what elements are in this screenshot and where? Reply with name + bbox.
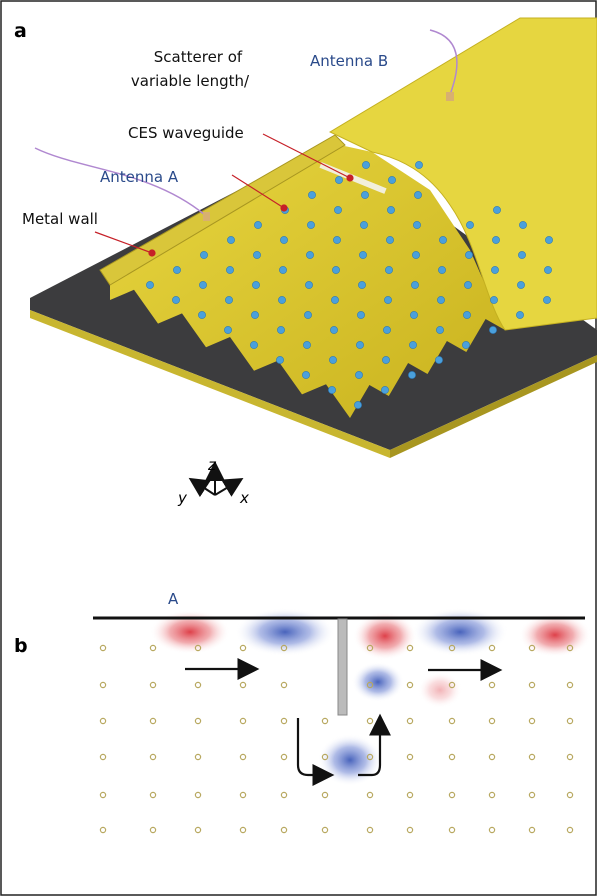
- scatterer-post: [250, 341, 257, 348]
- scatterer-post: [438, 266, 445, 273]
- scatterer-post: [306, 251, 313, 258]
- scatterer-post: [226, 266, 233, 273]
- scatterer-post: [333, 236, 340, 243]
- scatterer-post: [383, 326, 390, 333]
- annotation: variable length/: [131, 72, 250, 90]
- scatterer-post: [382, 356, 389, 363]
- scatterer-post: [358, 281, 365, 288]
- scatterer-post: [412, 251, 419, 258]
- axis-label: x: [239, 489, 249, 507]
- scatterer-post: [199, 281, 206, 288]
- scatterer-post: [276, 356, 283, 363]
- scatterer-post: [437, 296, 444, 303]
- scatterer-post: [544, 266, 551, 273]
- scatterer-post: [361, 191, 368, 198]
- scatterer-post: [253, 251, 260, 258]
- scatterer-post: [410, 311, 417, 318]
- scatterer-post: [466, 221, 473, 228]
- scatterer-post: [354, 401, 361, 408]
- scatterer-post: [491, 266, 498, 273]
- scatterer-post: [516, 311, 523, 318]
- scatterer-post: [357, 311, 364, 318]
- scatterer-post: [359, 251, 366, 258]
- scatterer-post: [464, 281, 471, 288]
- scatterer: [338, 619, 347, 715]
- scatterer-post: [146, 281, 153, 288]
- scatterer-post: [463, 311, 470, 318]
- scatterer-post: [225, 296, 232, 303]
- scatterer-post: [490, 296, 497, 303]
- scatterer-post: [356, 341, 363, 348]
- scatterer-post: [334, 206, 341, 213]
- scatterer-post: [251, 311, 258, 318]
- scatterer-post: [462, 341, 469, 348]
- scatterer-post: [408, 371, 415, 378]
- panel-label: b: [14, 635, 28, 657]
- scatterer-post: [439, 236, 446, 243]
- scatterer-post: [385, 266, 392, 273]
- scatterer-post: [381, 386, 388, 393]
- figure: a Scatterer of variable length/ CES wave…: [0, 0, 597, 896]
- axis-label: z: [207, 456, 217, 474]
- panel-label: a: [14, 20, 27, 42]
- scatterer-post: [492, 236, 499, 243]
- scatterer-post: [307, 221, 314, 228]
- axis-label: y: [177, 489, 188, 507]
- scatterer-post: [362, 161, 369, 168]
- scatterer-post: [252, 281, 259, 288]
- scatterer-post: [387, 206, 394, 213]
- annotation: Antenna A: [100, 168, 179, 186]
- scatterer-post: [308, 191, 315, 198]
- scatterer-post: [436, 326, 443, 333]
- scatterer-post: [304, 311, 311, 318]
- scatterer-post: [409, 341, 416, 348]
- scatterer-post: [279, 266, 286, 273]
- scatterer-post: [277, 326, 284, 333]
- scatterer-post: [411, 281, 418, 288]
- scatterer-post: [543, 296, 550, 303]
- scatterer-post: [305, 281, 312, 288]
- scatterer-post: [200, 251, 207, 258]
- antenna-a: [203, 212, 210, 221]
- scatterer-post: [198, 311, 205, 318]
- scatterer-post: [360, 221, 367, 228]
- scatterer-post: [355, 371, 362, 378]
- scatterer-post: [335, 176, 342, 183]
- antenna-label: A: [168, 590, 179, 608]
- scatterer-post: [489, 326, 496, 333]
- scatterer-post: [386, 236, 393, 243]
- scatterer-post: [330, 326, 337, 333]
- scatterer-post: [388, 176, 395, 183]
- scatterer-post: [329, 356, 336, 363]
- scatterer-post: [254, 221, 261, 228]
- scatterer-post: [302, 371, 309, 378]
- scatterer-post: [465, 251, 472, 258]
- scatterer-post: [278, 296, 285, 303]
- scatterer-post: [517, 281, 524, 288]
- scatterer-post: [493, 206, 500, 213]
- annotation: Scatterer of: [154, 48, 243, 66]
- scatterer-post: [435, 356, 442, 363]
- antenna-b: [446, 92, 454, 101]
- scatterer-post: [172, 296, 179, 303]
- scatterer-post: [415, 161, 422, 168]
- annotation: CES waveguide: [128, 124, 244, 142]
- scatterer-post: [332, 266, 339, 273]
- scatterer-post: [545, 236, 552, 243]
- scatterer-post: [280, 236, 287, 243]
- scatterer-post: [173, 266, 180, 273]
- scatterer-post: [224, 326, 231, 333]
- scatterer-post: [328, 386, 335, 393]
- annotation: Antenna B: [310, 52, 388, 70]
- scatterer-post: [331, 296, 338, 303]
- scatterer-post: [303, 341, 310, 348]
- scatterer-post: [519, 221, 526, 228]
- scatterer-post: [227, 236, 234, 243]
- scatterer-post: [384, 296, 391, 303]
- scatterer-post: [518, 251, 525, 258]
- scatterer-post: [413, 221, 420, 228]
- scatterer-post: [414, 191, 421, 198]
- annotation: Metal wall: [22, 210, 98, 228]
